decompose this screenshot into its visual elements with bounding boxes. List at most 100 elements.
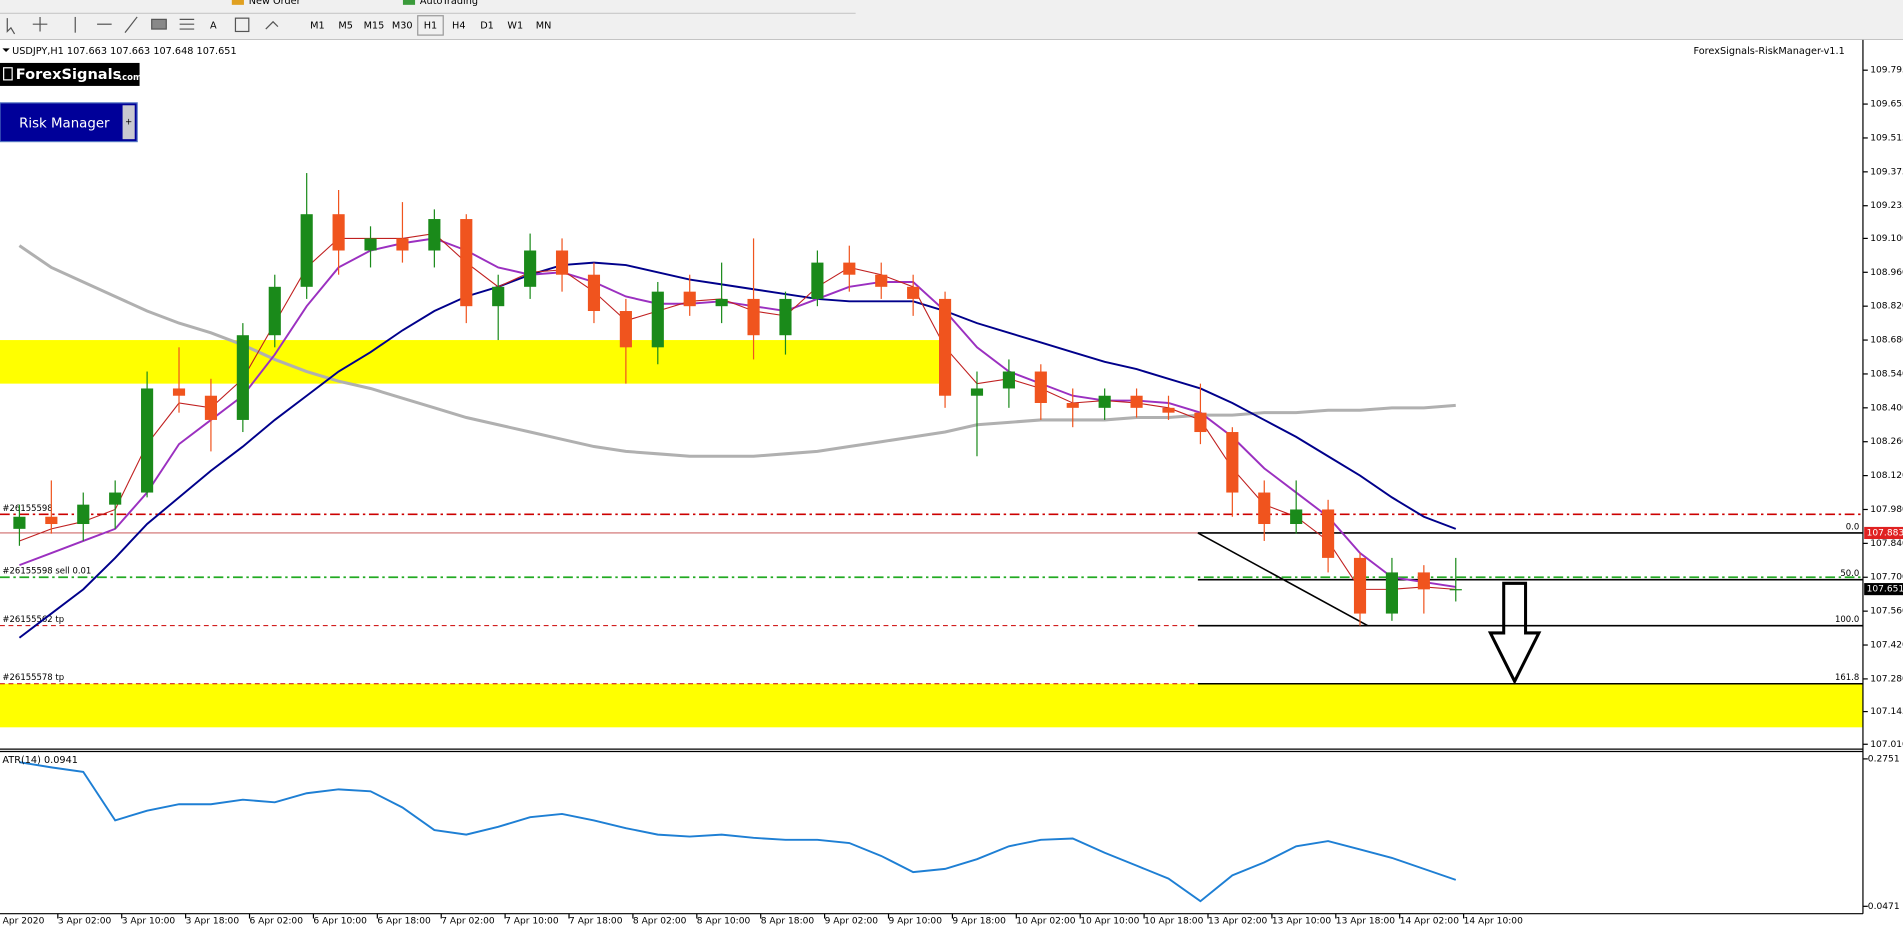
- text-icon[interactable]: A: [210, 20, 217, 31]
- arrow-icon[interactable]: [265, 20, 279, 30]
- fib-label: 161.8: [1835, 672, 1859, 682]
- x-tick-label: 6 Apr 10:00: [313, 916, 367, 926]
- candle-body: [907, 286, 920, 299]
- candle-body: [1322, 509, 1335, 558]
- candle-body: [715, 298, 728, 307]
- symbol-header: USDJPY,H1 107.663 107.663 107.648 107.65…: [12, 46, 237, 57]
- candle-body: [300, 214, 313, 287]
- candle-body: [45, 516, 58, 525]
- timeframe-button[interactable]: [530, 15, 557, 36]
- candle-body: [428, 219, 441, 251]
- candle-body: [555, 250, 569, 275]
- candle-body: [619, 311, 632, 348]
- timeframe-label[interactable]: M1: [310, 20, 325, 31]
- candle-body: [172, 388, 186, 396]
- timeframe-button[interactable]: [446, 15, 472, 36]
- y-tick-label: 108.960: [1870, 268, 1903, 278]
- fib-label: 100.0: [1835, 614, 1859, 624]
- timeframe-button[interactable]: [304, 15, 331, 36]
- y-tick-label: 109.375: [1870, 167, 1903, 177]
- fib-trendline: [1197, 532, 1369, 627]
- fib-label: 50.0: [1840, 568, 1859, 578]
- x-tick-label: 3 Apr 18:00: [186, 916, 240, 926]
- order-label: #26155578 tp: [2, 672, 64, 682]
- y-tick-label: 108.820: [1870, 302, 1903, 312]
- order-label: #26155598 sell 0.01: [2, 566, 91, 576]
- y-tick-label: 109.100: [1870, 234, 1903, 244]
- chart-bg: [0, 39, 1863, 927]
- timeframe-label[interactable]: H4: [452, 20, 465, 31]
- candle-body: [364, 238, 377, 251]
- candle-body: [1194, 412, 1207, 433]
- timeframe-button[interactable]: [502, 15, 529, 36]
- timeframe-button[interactable]: [332, 15, 359, 36]
- channel-icon[interactable]: [179, 18, 195, 30]
- timeframe-button[interactable]: [417, 15, 444, 36]
- atr-tick-label: 0.0471: [1868, 902, 1900, 912]
- candle-body: [1417, 572, 1430, 590]
- x-tick-label: 7 Apr 02:00: [441, 916, 495, 926]
- candle-body: [396, 238, 409, 251]
- trend-icon[interactable]: [124, 16, 138, 34]
- menu-item[interactable]: New Order: [249, 0, 301, 7]
- timeframe-button[interactable]: [474, 15, 500, 36]
- x-tick-label: 9 Apr 02:00: [825, 916, 879, 926]
- candle-body: [1002, 371, 1015, 389]
- y-tick-label: 107.840: [1870, 539, 1903, 549]
- timeframe-label[interactable]: W1: [507, 20, 523, 31]
- timeframe-label[interactable]: H1: [424, 20, 437, 31]
- timeframe-button[interactable]: [389, 15, 415, 36]
- candle-body: [747, 298, 760, 336]
- timeframe-label[interactable]: D1: [480, 20, 494, 31]
- label-icon[interactable]: [234, 17, 250, 33]
- timeframe-label[interactable]: MN: [536, 20, 552, 31]
- shape-icon[interactable]: [151, 18, 167, 30]
- timeframe-button[interactable]: [361, 15, 387, 36]
- candle-body: [811, 262, 824, 299]
- x-tick-label: 9 Apr 10:00: [889, 916, 943, 926]
- price-axis-bg: [1862, 39, 1903, 927]
- moving-average: [18, 261, 1457, 639]
- moving-average: [19, 237, 1456, 588]
- timeframe-label[interactable]: M15: [364, 20, 385, 31]
- y-tick-label: 107.145: [1870, 707, 1903, 717]
- risk-manager-button[interactable]: [0, 102, 138, 143]
- y-tick-label: 107.980: [1870, 505, 1903, 515]
- y-tick-label: 108.400: [1870, 403, 1903, 413]
- button-label[interactable]: Risk Manager: [19, 116, 110, 131]
- candle-body: [875, 274, 888, 287]
- zone: [0, 683, 1897, 728]
- menu-icon[interactable]: [402, 0, 416, 5]
- axes: 109.795 109.655 109.515 109.375 109.235 109.1…: [0, 66, 1903, 926]
- y-tick-label: 108.680: [1870, 336, 1903, 346]
- y-tick-label: 108.120: [1870, 471, 1903, 481]
- candle-body: [1258, 492, 1271, 525]
- y-tick-label: 108.260: [1870, 437, 1903, 447]
- logo-bg: [0, 62, 140, 86]
- expand-icon[interactable]: +: [125, 117, 132, 127]
- timeframe-label[interactable]: M30: [392, 20, 413, 31]
- timeframe-label[interactable]: M5: [338, 20, 353, 31]
- price-tag: [1864, 526, 1903, 540]
- candle-body: [109, 492, 122, 505]
- y-tick-label: 107.700: [1870, 573, 1903, 583]
- crosshair-icon[interactable]: [32, 16, 48, 32]
- price-tag: [1864, 583, 1903, 596]
- candle-body: [1130, 395, 1143, 408]
- x-tick-label: 13 Apr 18:00: [1336, 916, 1395, 926]
- candle-body: [683, 291, 696, 307]
- x-tick-label: 8 Apr 18:00: [761, 916, 815, 926]
- menu-item[interactable]: AutoTrading: [420, 0, 478, 7]
- logo-text: ForexSignals: [16, 67, 122, 83]
- candle-body: [460, 219, 473, 307]
- menu-icon[interactable]: [231, 0, 244, 5]
- x-tick-label: 7 Apr 10:00: [505, 916, 559, 926]
- cursor-icon[interactable]: [6, 18, 16, 35]
- candle-body: [1449, 589, 1462, 591]
- expand-button[interactable]: [122, 105, 135, 140]
- candle-body: [970, 388, 984, 396]
- plot-area: #26155598 #26155598 sell 0.01 #26155562 tp…: [0, 173, 1897, 903]
- y-tick-label: 107.280: [1870, 674, 1903, 684]
- candle-body: [332, 214, 345, 251]
- candle-body: [1162, 407, 1175, 413]
